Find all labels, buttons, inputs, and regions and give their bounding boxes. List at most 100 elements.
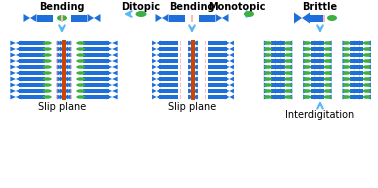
Polygon shape	[57, 41, 63, 45]
Bar	[180, 77, 181, 81]
Polygon shape	[192, 89, 197, 93]
Polygon shape	[188, 95, 192, 99]
Polygon shape	[112, 89, 118, 93]
Bar	[311, 47, 321, 51]
Polygon shape	[192, 41, 197, 45]
Bar	[311, 95, 321, 99]
Polygon shape	[229, 59, 234, 63]
Polygon shape	[229, 95, 234, 99]
Ellipse shape	[264, 89, 272, 93]
Polygon shape	[152, 83, 156, 87]
Ellipse shape	[284, 71, 292, 75]
Ellipse shape	[284, 89, 292, 93]
Ellipse shape	[342, 95, 350, 99]
Polygon shape	[57, 65, 63, 69]
Bar	[271, 41, 281, 45]
Polygon shape	[16, 53, 22, 57]
Bar	[191, 40, 195, 100]
Polygon shape	[107, 77, 112, 81]
Bar	[19, 59, 45, 63]
Bar	[350, 59, 360, 63]
Polygon shape	[63, 77, 68, 81]
Bar	[56, 53, 57, 57]
Polygon shape	[60, 53, 65, 57]
Bar	[169, 14, 185, 21]
Polygon shape	[264, 83, 270, 87]
Bar	[180, 59, 181, 63]
Bar	[71, 71, 72, 75]
Polygon shape	[309, 83, 315, 87]
Polygon shape	[303, 83, 309, 87]
Polygon shape	[189, 77, 194, 81]
Bar	[83, 71, 109, 75]
Ellipse shape	[324, 71, 332, 75]
Polygon shape	[359, 77, 365, 81]
Polygon shape	[280, 52, 286, 58]
Bar	[350, 41, 360, 45]
Ellipse shape	[76, 41, 85, 45]
Bar	[350, 77, 360, 81]
Polygon shape	[270, 70, 276, 75]
Polygon shape	[156, 65, 161, 69]
Polygon shape	[57, 77, 63, 81]
Bar	[159, 71, 178, 75]
Polygon shape	[94, 14, 101, 22]
Polygon shape	[349, 52, 355, 58]
Polygon shape	[152, 95, 156, 99]
Polygon shape	[156, 59, 161, 63]
Polygon shape	[225, 77, 229, 81]
Polygon shape	[194, 89, 198, 93]
Polygon shape	[326, 70, 332, 75]
Ellipse shape	[342, 83, 350, 87]
Ellipse shape	[324, 47, 332, 51]
Polygon shape	[189, 53, 194, 57]
Bar	[159, 83, 178, 87]
Polygon shape	[192, 95, 197, 99]
Bar	[83, 47, 109, 51]
Bar	[271, 53, 281, 57]
Polygon shape	[194, 65, 198, 69]
Bar	[56, 41, 57, 45]
Bar	[159, 77, 178, 81]
Ellipse shape	[363, 71, 371, 75]
Ellipse shape	[43, 83, 52, 87]
Polygon shape	[10, 47, 16, 51]
Polygon shape	[303, 70, 309, 75]
Polygon shape	[309, 95, 315, 99]
Bar	[19, 77, 45, 81]
Polygon shape	[65, 95, 71, 99]
Text: Brittle: Brittle	[302, 2, 338, 12]
Polygon shape	[342, 47, 349, 52]
Text: Monotopic: Monotopic	[208, 2, 266, 12]
Bar	[159, 53, 178, 57]
Bar	[311, 53, 321, 57]
Bar	[56, 83, 57, 87]
Bar	[56, 77, 57, 81]
Polygon shape	[87, 14, 94, 22]
Polygon shape	[365, 52, 371, 58]
Ellipse shape	[76, 47, 85, 51]
Bar	[83, 95, 109, 99]
Bar	[311, 77, 321, 81]
Ellipse shape	[324, 59, 332, 63]
Text: Ditopic: Ditopic	[121, 2, 161, 12]
Ellipse shape	[43, 47, 52, 51]
Polygon shape	[152, 71, 156, 75]
Bar	[71, 77, 72, 81]
Polygon shape	[152, 65, 156, 69]
Polygon shape	[342, 77, 349, 81]
Bar	[180, 41, 181, 45]
Bar	[19, 89, 45, 93]
Polygon shape	[16, 89, 22, 93]
Bar	[353, 83, 364, 87]
Bar	[83, 89, 109, 93]
Bar	[71, 41, 72, 45]
Polygon shape	[270, 89, 276, 93]
Polygon shape	[65, 53, 71, 57]
Polygon shape	[107, 41, 112, 45]
Polygon shape	[63, 41, 68, 45]
Polygon shape	[60, 65, 65, 69]
Polygon shape	[264, 58, 270, 64]
Polygon shape	[303, 41, 309, 45]
Polygon shape	[63, 47, 68, 51]
